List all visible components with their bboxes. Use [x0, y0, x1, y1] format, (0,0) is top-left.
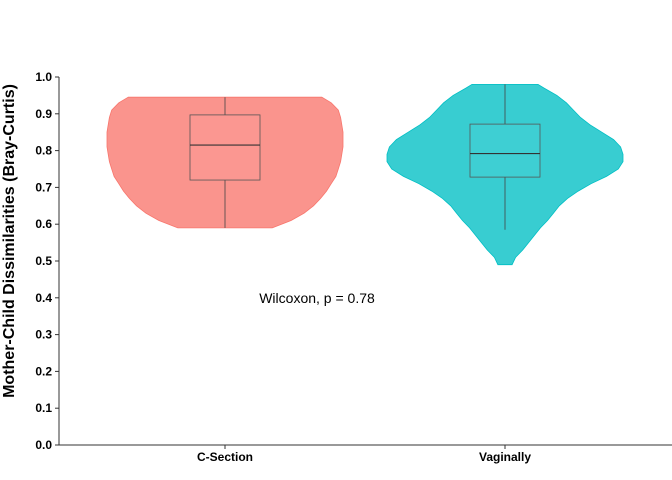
plot-area: [106, 84, 624, 266]
y-tick-label: 0.5: [35, 254, 52, 268]
x-tick-label: Vaginally: [479, 450, 531, 464]
box: [189, 114, 261, 181]
x-tick-label: C-Section: [197, 450, 253, 464]
y-tick-label: 0.3: [35, 328, 52, 342]
violin-group: [106, 96, 344, 229]
wilcoxon-annotation: Wilcoxon, p = 0.78: [259, 290, 375, 306]
axes: 0.0 0.1 0.2 0.3 0.4 0.5 0.6 0.7 0.8 0.9 1.0 C-Secti…: [35, 70, 672, 464]
y-tick-label: 0.6: [35, 217, 52, 231]
y-tick-label: 0.0: [35, 438, 52, 452]
y-tick-label: 0.4: [35, 291, 52, 305]
y-tick-label: 1.0: [35, 70, 52, 84]
y-tick-label: 0.2: [35, 364, 52, 378]
y-tick-label: 0.1: [35, 401, 52, 415]
y-tick-label: 0.7: [35, 180, 52, 194]
y-axis-title: Mother-Child Dissimilarities (Bray-Curti…: [1, 84, 18, 398]
violin-group: [386, 84, 624, 266]
y-tick-label: 0.9: [35, 107, 52, 121]
y-tick-label: 0.8: [35, 144, 52, 158]
box: [469, 123, 541, 178]
